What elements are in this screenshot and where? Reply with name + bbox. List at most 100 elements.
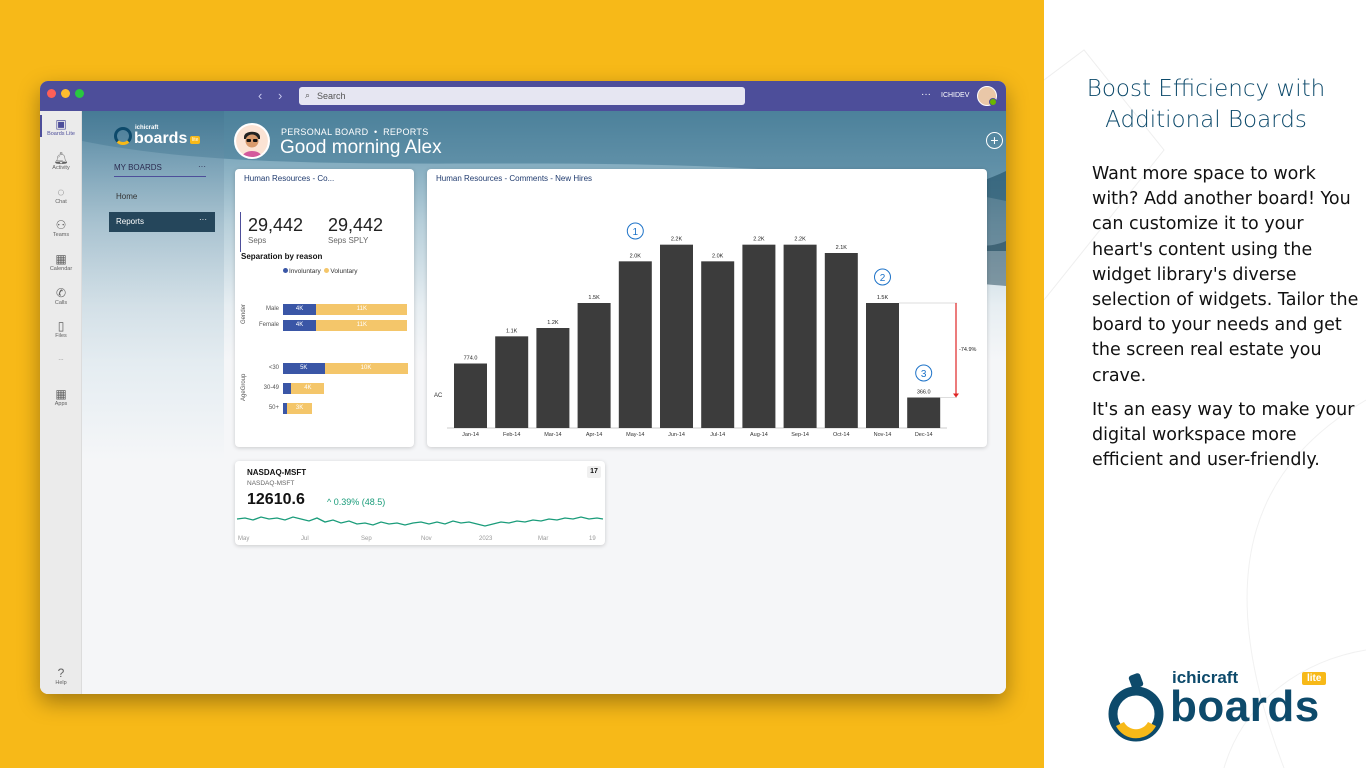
widget-title[interactable]: Human Resources - Co... xyxy=(244,174,335,183)
apps-icon: ▦ xyxy=(55,387,67,401)
bar-value-label: 774.0 xyxy=(464,356,478,362)
widget-title[interactable]: Human Resources - Comments - New Hires xyxy=(436,174,593,183)
minimize-window-button[interactable] xyxy=(61,89,70,98)
bar-voluntary[interactable]: 4K xyxy=(291,383,325,394)
promo-body: Want more space to work with? Add anothe… xyxy=(1092,162,1362,482)
rail-item-apps[interactable]: ▦ Apps xyxy=(40,387,82,408)
maximize-window-button[interactable] xyxy=(75,89,84,98)
bar-value-label: 2.0K xyxy=(630,253,642,259)
bar-category-label: Male xyxy=(265,306,279,312)
bar-voluntary[interactable]: 11K xyxy=(316,304,408,315)
bar-Sep-14 xyxy=(783,244,817,428)
bar-value-label: 1.5K xyxy=(877,295,889,301)
marker-circle xyxy=(915,364,933,382)
file-icon: ▯ xyxy=(57,319,65,333)
logo-badge: lite xyxy=(190,136,201,144)
bell-icon: 🔔︎ xyxy=(53,151,69,165)
stock-ticker-widget: NASDAQ-MSFT NASDAQ-MSFT 12610.6 ^ 0.39% … xyxy=(235,461,605,545)
bar-Mar-14 xyxy=(536,328,570,428)
more-options-icon[interactable]: ··· xyxy=(921,89,931,100)
my-boards-more-icon[interactable]: ··· xyxy=(198,162,206,171)
bar-Apr-14 xyxy=(577,303,611,428)
boards-icon: ▣ xyxy=(55,117,67,131)
stock-symbol: NASDAQ-MSFT xyxy=(247,480,295,487)
bar-voluntary[interactable]: 10K xyxy=(324,363,408,374)
back-forward-arrows-icon[interactable]: ‹ › xyxy=(258,88,289,103)
ichicraft-boards-logo: ichicraft boards lite xyxy=(1104,664,1334,744)
bar-value-label: 366.0 xyxy=(917,390,931,396)
rail-item-label: Files xyxy=(55,333,67,339)
nav-item-reports-label: Reports xyxy=(116,217,145,226)
stock-x-label: Jul xyxy=(301,536,309,542)
boards-app: ichicraft boards lite MY BOARDS ··· Home… xyxy=(82,111,1006,694)
rail-item-more[interactable]: ··· xyxy=(40,357,82,364)
rail-item-label: Apps xyxy=(54,401,68,407)
promo-line-decoration xyxy=(1044,49,1366,768)
boards-ring-icon xyxy=(1108,673,1164,742)
rail-item-file[interactable]: ▯ Files xyxy=(40,319,82,340)
bar-involuntary[interactable] xyxy=(283,403,288,414)
x-tick-label: Oct-14 xyxy=(833,432,850,438)
bar-involuntary[interactable]: 4K xyxy=(283,320,317,331)
search-icon: ⌕ xyxy=(305,90,311,100)
chart-title: Separation by reason xyxy=(241,252,323,261)
breadcrumb-board[interactable]: PERSONAL BOARD xyxy=(281,127,369,137)
tradingview-logo[interactable]: 17 xyxy=(587,466,601,478)
logo-small-text: ichicraft xyxy=(135,125,159,131)
bar-Aug-14 xyxy=(742,244,776,428)
new-hires-bar-chart: AC 774.0 Jan-14 1.1K Feb-14 1.2K Mar-14 1.5K Apr… xyxy=(434,222,977,438)
rail-item-label: Help xyxy=(55,680,67,686)
stock-x-label: Mar xyxy=(538,536,549,542)
rail-item-chat[interactable]: ◌ Chat xyxy=(40,185,82,206)
rail-item-bell[interactable]: 🔔︎ Activity xyxy=(40,151,82,172)
marker-circle xyxy=(874,268,891,286)
bar-voluntary[interactable]: 3K xyxy=(287,403,313,414)
page-title: Good morning Alex xyxy=(280,137,442,158)
promo-title: Boost Efficiency with Additional Boards xyxy=(1086,76,1326,133)
user-avatar[interactable] xyxy=(977,86,997,106)
bar-involuntary[interactable]: 5K xyxy=(283,363,325,374)
rail-item-help[interactable]: ? Help xyxy=(40,666,82,687)
nav-item-home[interactable]: Home xyxy=(116,192,138,201)
stock-x-label: 2023 xyxy=(479,536,493,542)
stock-sparkline xyxy=(236,516,604,527)
stock-price: 12610.6 xyxy=(247,491,305,508)
stock-name: NASDAQ-MSFT xyxy=(247,468,307,477)
nav-item-reports[interactable]: Reports ··· xyxy=(109,212,215,232)
bar-Nov-14 xyxy=(866,303,899,428)
x-tick-label: Apr-14 xyxy=(586,432,603,438)
bar-Jun-14 xyxy=(660,244,693,428)
bar-value-label: 2.2K xyxy=(753,237,765,243)
bar-voluntary[interactable]: 11K xyxy=(316,320,408,331)
close-window-button[interactable] xyxy=(47,89,56,98)
kpi-seps-sply: 29,442 Seps SPLY xyxy=(328,215,383,245)
bar-involuntary[interactable]: 4K xyxy=(283,304,317,315)
rail-item-calendar[interactable]: ▦ Calendar xyxy=(40,252,82,273)
search-input[interactable]: ⌕ Search xyxy=(299,87,745,105)
promo-paragraph-2: It's an easy way to make your digital wo… xyxy=(1092,399,1355,471)
rail-item-teams[interactable]: ⚇ Teams xyxy=(40,218,82,239)
stock-change: ^ 0.39% (48.5) xyxy=(327,497,386,507)
bar-involuntary[interactable] xyxy=(283,383,292,394)
logo-big-text: boards xyxy=(134,130,188,147)
promo-paragraph-1: Want more space to work with? Add anothe… xyxy=(1092,164,1359,386)
rail-item-phone[interactable]: ✆ Calls xyxy=(40,286,82,307)
rail-item-label: Boards Lite xyxy=(47,131,75,137)
rail-item-label: Chat xyxy=(55,199,67,205)
rail-item-boards[interactable]: ▣ Boards Lite xyxy=(40,115,82,138)
my-boards-header[interactable]: MY BOARDS ··· xyxy=(114,162,206,177)
bar-Jul-14 xyxy=(701,261,735,428)
add-widget-button[interactable]: + xyxy=(986,132,1003,149)
logo-big-text: boards xyxy=(1170,682,1320,731)
hr-separation-widget: Human Resources - Co... 29,442 Seps 29,4… xyxy=(235,169,414,447)
profile-avatar[interactable] xyxy=(234,123,270,159)
bar-value-label: 2.1K xyxy=(836,245,848,251)
bar-category-label: 50+ xyxy=(268,405,279,411)
bar-value-label: 2.2K xyxy=(794,237,806,243)
bar-category-label: Female xyxy=(258,322,279,328)
variance-arrowhead xyxy=(953,393,959,398)
kpi-divider xyxy=(240,212,241,252)
bar-category-label: <30 xyxy=(268,365,279,371)
user-name[interactable]: ICHIDEV xyxy=(941,92,970,99)
reports-more-icon[interactable]: ··· xyxy=(199,215,207,224)
